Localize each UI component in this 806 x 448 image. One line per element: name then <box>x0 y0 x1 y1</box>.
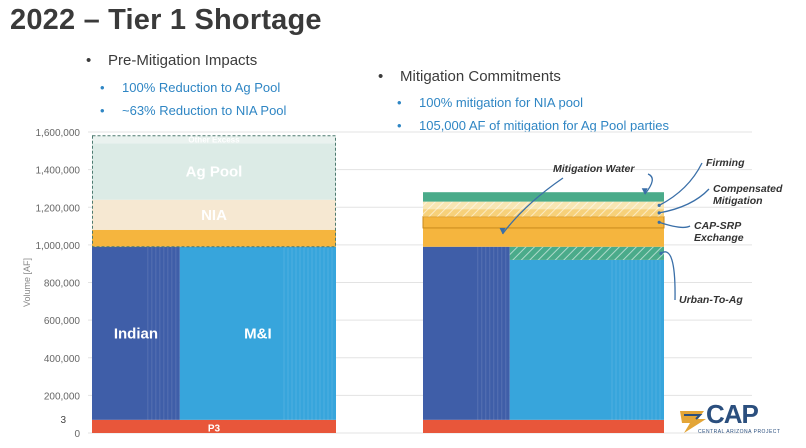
annotation-label-capsrp: CAP-SRP <box>694 220 742 232</box>
arrowhead-icon <box>657 203 661 207</box>
bar-segment-nia <box>92 199 336 230</box>
right-bullet-item: • 100% mitigation for NIA pool <box>397 95 584 110</box>
arrowhead-icon <box>641 188 648 195</box>
annotation-arrow <box>659 188 710 214</box>
bullet-dot-icon: • <box>397 95 402 110</box>
bar-label-p3: P3 <box>208 423 221 434</box>
bar-segment-p3 <box>92 419 336 433</box>
page-title: 2022 – Tier 1 Shortage <box>10 4 322 36</box>
arrowhead-icon <box>657 211 661 215</box>
right-bullet-item: • 105,000 AF of mitigation for Ag Pool pa… <box>397 118 670 133</box>
right-bullet-heading: • Mitigation Commitments <box>378 68 561 85</box>
bullet-dot-icon: • <box>86 52 92 69</box>
bar-segment-mi <box>179 246 336 420</box>
bar-segment-hatch-compensated <box>423 209 664 217</box>
arrowhead-icon <box>659 251 663 255</box>
annotation-arrow <box>502 177 564 235</box>
y-tick-label: 3 <box>60 415 66 426</box>
y-tick-label: 1,600,000 <box>36 128 81 139</box>
y-tick-label: 600,000 <box>44 316 81 327</box>
annotation-arrow <box>658 221 691 229</box>
bullet-dot-icon: • <box>378 68 384 85</box>
annotation-label-mitigation_water: Mitigation Water <box>553 163 635 175</box>
bar-label-mi: M&I <box>244 325 272 342</box>
y-tick-label: 1,400,000 <box>36 166 81 177</box>
annotation-label-capsrp: Exchange <box>694 232 744 244</box>
cap-logo: CAP CENTRAL ARIZONA PROJECT <box>678 399 781 443</box>
arrowhead-icon <box>499 227 506 234</box>
y-tick-label: 1,000,000 <box>36 241 81 252</box>
bar-segment-hatch-firming <box>423 201 664 210</box>
bar-segment-p3 <box>423 419 664 433</box>
bar-segment-indian <box>423 246 510 420</box>
y-tick-label: 0 <box>74 429 80 440</box>
bar-segment-excess <box>92 135 336 144</box>
cap-logo-icon <box>680 411 706 433</box>
annotation-label-firming: Firming <box>706 157 745 169</box>
bar-dashed-outline <box>92 135 336 248</box>
y-tick-label: 1,200,000 <box>36 203 81 214</box>
bullet-dot-icon: • <box>100 103 105 118</box>
annotation-label-compensated: Compensated <box>713 183 783 195</box>
bar-label-excess: Other Excess <box>188 136 240 145</box>
annotation-arrow <box>660 251 676 301</box>
bullet-dot-icon: • <box>397 118 402 133</box>
y-tick-label: 200,000 <box>44 391 81 402</box>
bar-label-ag: Ag Pool <box>186 164 243 181</box>
arrowhead-icon <box>657 220 661 224</box>
bar-segment-orange <box>423 227 664 247</box>
bullet-dot-icon: • <box>100 80 105 95</box>
annotation-label-urban: Urban-To-Ag <box>679 294 743 306</box>
logo-subtext: CENTRAL ARIZONA PROJECT <box>698 429 781 435</box>
annotation-arrow <box>644 173 653 195</box>
bar-segment-mitigation <box>423 192 664 202</box>
annotation-arrow <box>658 162 703 206</box>
bar-segment-mi <box>509 259 664 420</box>
bar-segment-ag <box>92 143 336 200</box>
bar-segment-indian <box>92 246 180 420</box>
bar-label-nia: NIA <box>201 207 227 224</box>
bar-segment-capsrp <box>422 216 665 229</box>
bar-segment-hatch-urban <box>509 246 664 260</box>
y-tick-label: 400,000 <box>44 354 81 365</box>
y-axis-label: Volume [AF] <box>22 258 32 307</box>
left-bullet-item: • 100% Reduction to Ag Pool <box>100 80 281 95</box>
bar-label-indian: Indian <box>114 325 158 342</box>
logo-text: CAP <box>706 399 759 429</box>
bar-segment-orange <box>92 229 336 247</box>
left-bullet-item: • ~63% Reduction to NIA Pool <box>100 103 287 118</box>
annotation-label-compensated: Mitigation <box>713 195 763 207</box>
left-bullet-heading: • Pre-Mitigation Impacts <box>86 52 258 69</box>
y-tick-label: 800,000 <box>44 279 81 290</box>
